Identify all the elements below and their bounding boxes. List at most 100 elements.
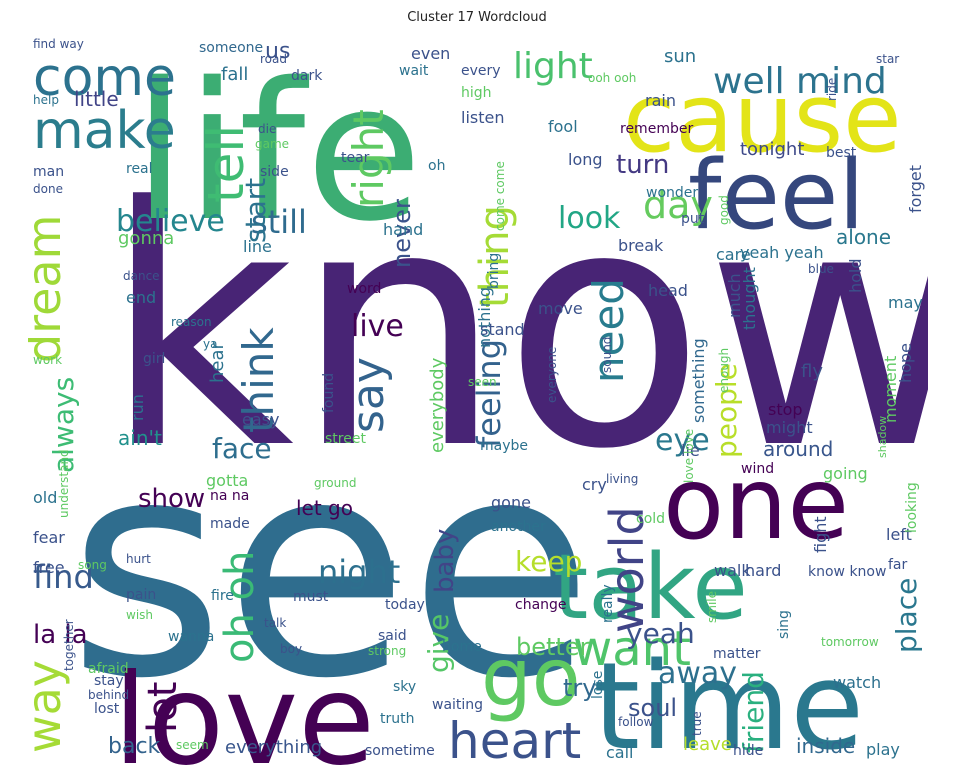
word-hard: hard — [745, 561, 781, 580]
word-run: run — [128, 394, 147, 421]
chart-title: Cluster 17 Wordcloud — [407, 10, 547, 25]
word-try: try — [563, 674, 596, 702]
word-made: made — [210, 516, 250, 532]
word-ya: ya — [203, 337, 217, 351]
word-say: say — [343, 357, 394, 433]
word-sometime: sometime — [365, 743, 435, 759]
word-ride: ride — [825, 78, 839, 101]
word-turn: turn — [616, 150, 669, 180]
word-end: end — [126, 288, 156, 307]
word-leave: leave — [683, 734, 732, 755]
word-must: must — [293, 589, 329, 605]
word-gone: gone — [491, 493, 531, 512]
word-change: change — [515, 597, 567, 613]
word-feel: feel — [688, 141, 865, 251]
word-going: going — [823, 464, 868, 483]
word-away: away — [658, 656, 737, 691]
wordcloud: know see life love time one cause feel take go com… — [28, 33, 928, 768]
word-sing: sing — [776, 610, 792, 639]
word-around: around — [763, 437, 833, 461]
word-everyone: everyone — [545, 347, 559, 403]
word-lose: lose — [590, 671, 606, 699]
word-smile: smile — [705, 591, 719, 623]
word-one: one — [663, 445, 849, 562]
word-sky: sky — [393, 679, 416, 695]
word-ain-t: ain't — [118, 426, 162, 450]
word-take: take — [553, 535, 748, 640]
word-true: true — [690, 711, 704, 736]
word-thing: thing — [472, 205, 518, 308]
word-long: long — [568, 150, 603, 169]
word-soul: soul — [628, 694, 677, 722]
word-call: call — [606, 743, 634, 762]
word-people: people — [710, 363, 743, 458]
word-listen: listen — [461, 108, 504, 127]
word-wind: wind — [741, 461, 774, 477]
word-night: night — [318, 553, 400, 591]
word-home: home — [442, 639, 482, 655]
word-living: living — [606, 472, 638, 486]
word-nothing: nothing — [475, 287, 494, 348]
word-right: right — [344, 109, 393, 208]
word-eye: eye — [655, 423, 710, 458]
word-head: head — [648, 281, 688, 300]
word-talk: talk — [264, 616, 286, 630]
word-fall: fall — [221, 64, 248, 85]
word-found: found — [321, 373, 337, 413]
word-break: break — [618, 236, 664, 255]
word-little: little — [74, 87, 119, 111]
word-stand: stand — [480, 320, 525, 339]
word-alone: alone — [836, 225, 891, 249]
word-truth: truth — [380, 711, 414, 727]
word-day: day — [643, 183, 713, 227]
word-hope: hope — [896, 343, 915, 383]
word-shadow: shadow — [876, 416, 889, 458]
word-enough: enough — [717, 348, 731, 393]
word-done: done — [33, 182, 63, 196]
word-fly: fly — [801, 361, 823, 382]
word-come: come — [33, 48, 176, 108]
word-stay: stay — [94, 673, 124, 689]
word-reason: reason — [171, 315, 212, 329]
word-make: make — [33, 101, 176, 161]
word-show: show — [138, 484, 205, 514]
word-gonna: gonna — [118, 228, 174, 249]
word-us: us — [265, 39, 290, 64]
word-tell: tell — [197, 125, 255, 203]
word-understand: understand — [57, 449, 71, 518]
word-wish: wish — [126, 608, 153, 622]
word-better: better — [516, 633, 590, 661]
word-live: live — [351, 309, 404, 344]
word-care: care — [716, 245, 751, 264]
word-cause: cause — [623, 64, 902, 174]
word-find-way: find way — [33, 37, 84, 51]
word-together: together — [62, 619, 76, 671]
word-might: might — [766, 418, 813, 437]
word-wonder: wonder — [646, 185, 698, 201]
word-love-love: love love — [682, 429, 696, 483]
word-blue: blue — [808, 262, 834, 276]
word-man: man — [33, 164, 64, 180]
word-hide: hide — [733, 743, 763, 759]
word-gotta: gotta — [206, 471, 248, 490]
word-see: see — [68, 395, 593, 744]
word-lie: lie — [681, 441, 700, 460]
word-always: always — [47, 377, 80, 473]
word-want: want — [573, 621, 691, 677]
word-even: even — [411, 44, 450, 63]
word-lost: lost — [94, 701, 120, 717]
word-sun: sun — [664, 46, 696, 67]
word-afraid: afraid — [88, 661, 129, 677]
word-everything: everything — [225, 737, 322, 758]
word-easy: easy — [242, 410, 279, 429]
word-help: help — [33, 93, 59, 107]
word-someone: someone — [199, 40, 263, 56]
word-oh-oh: oh oh — [217, 551, 263, 663]
word-hold: hold — [846, 258, 865, 293]
word-world: world — [600, 506, 654, 633]
word-life: life — [133, 42, 422, 263]
word-way: way — [28, 660, 71, 753]
word-give: give — [422, 614, 455, 673]
word-yeah-yeah: yeah yeah — [740, 243, 824, 262]
